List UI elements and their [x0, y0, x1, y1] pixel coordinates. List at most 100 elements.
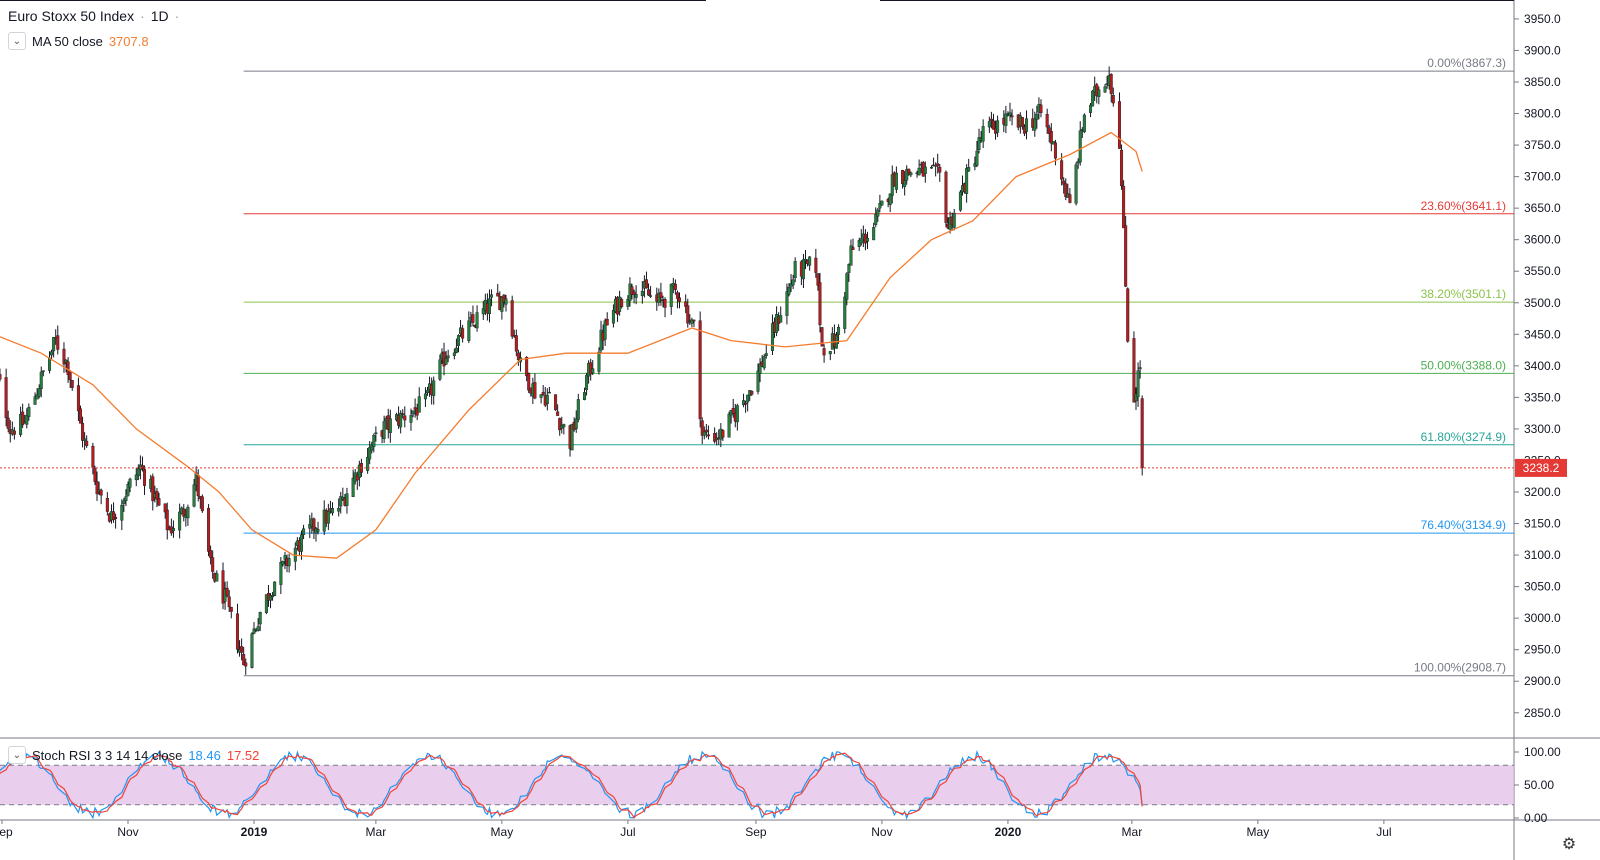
candle-body [337, 507, 341, 512]
candle-body [452, 352, 456, 356]
time-tick-label: Mar [366, 825, 387, 839]
candle-body [120, 504, 124, 521]
chevron-down-icon[interactable]: ⌄ [8, 32, 26, 50]
candle-body [888, 193, 892, 205]
candle-body [675, 292, 679, 299]
candle-body [417, 396, 421, 413]
candle-body [401, 413, 405, 415]
candle-body [700, 420, 704, 436]
candle-body [211, 557, 215, 572]
candle-body [558, 418, 562, 431]
candle-body [649, 295, 653, 297]
candle-body [287, 558, 291, 567]
candle-body [727, 413, 731, 438]
candle-body [370, 444, 374, 451]
candle-body [746, 394, 750, 403]
candle-body [808, 256, 812, 266]
candle-body [12, 430, 16, 435]
candle-body [1138, 367, 1142, 370]
price-tick-label: 2850.0 [1524, 706, 1561, 720]
candle-body [597, 351, 601, 372]
candle-body [326, 511, 330, 524]
time-tick-label: 2020 [995, 825, 1022, 839]
candle-body [981, 126, 985, 142]
candle-body [1111, 94, 1115, 104]
candle-body [1120, 149, 1124, 187]
candle-body [576, 399, 580, 420]
time-tick-label: Sep [745, 825, 767, 839]
candle-body [1074, 164, 1078, 204]
candle-body [182, 508, 186, 517]
candle-body [271, 594, 275, 598]
chevron-down-icon[interactable]: ⌄ [8, 746, 26, 764]
candle-body [585, 375, 589, 391]
interval-label[interactable]: 1D [150, 8, 169, 24]
candle-body [1049, 130, 1053, 144]
candle-body [936, 163, 940, 167]
candle-body [409, 415, 413, 423]
candle-body [905, 169, 909, 181]
gear-icon[interactable]: ⚙ [1561, 836, 1577, 853]
candle-body [1078, 130, 1082, 163]
fib-level-label: 100.00%(2908.7) [1414, 661, 1506, 675]
candle-body [1091, 90, 1095, 107]
candle-body [663, 299, 667, 308]
candle-body [814, 257, 818, 273]
candle-body [456, 335, 460, 346]
stoch-rsi-tick-label: 100.00 [1524, 745, 1561, 759]
candle-body [690, 319, 694, 324]
candle-body [764, 353, 768, 357]
candle-body [454, 347, 458, 353]
candle-body [1062, 180, 1066, 185]
candle-body [225, 587, 229, 597]
candle-body [713, 433, 717, 442]
candle-body [516, 352, 520, 361]
candle-body [845, 273, 849, 300]
candle-body [186, 506, 190, 519]
candle-body [475, 312, 479, 329]
candle-body [1010, 115, 1014, 118]
candle-body [235, 613, 239, 650]
candle-body [965, 168, 969, 194]
candle-body [283, 555, 287, 560]
candle-body [820, 327, 824, 347]
price-tick-label: 3750.0 [1524, 138, 1561, 152]
candle-body [669, 283, 673, 307]
candle-body [706, 434, 710, 437]
candle-body [273, 581, 277, 596]
symbol-name[interactable]: Euro Stoxx 50 Index [8, 8, 135, 24]
candle-body [192, 484, 196, 507]
candle-body [640, 291, 644, 297]
candle-body [692, 319, 696, 322]
candle-body [126, 484, 130, 496]
candle-body [876, 209, 880, 217]
candle-body [136, 468, 140, 476]
candle-body [731, 407, 735, 414]
ma-label: MA 50 close [32, 33, 103, 49]
candle-body [1025, 118, 1029, 132]
candle-body [582, 392, 586, 401]
candle-body [81, 422, 85, 441]
candle-body [872, 227, 876, 241]
candle-body [372, 435, 376, 447]
candle-body [196, 474, 200, 497]
candle-body [155, 490, 159, 500]
candle-body [157, 498, 161, 506]
candle-body [644, 279, 648, 289]
candle-body [490, 294, 494, 298]
candle-body [847, 264, 851, 273]
candle-body [496, 292, 500, 297]
candle-body [178, 511, 182, 531]
candle-body [95, 481, 99, 495]
candle-body [849, 245, 853, 266]
candle-body [403, 415, 407, 421]
candle-body [541, 392, 545, 395]
candle-body [151, 476, 155, 502]
candle-body [4, 377, 8, 419]
candle-body [874, 213, 878, 225]
candle-body [1117, 101, 1121, 149]
candle-body [818, 282, 822, 326]
candle-body [907, 168, 911, 175]
candle-body [547, 391, 551, 394]
